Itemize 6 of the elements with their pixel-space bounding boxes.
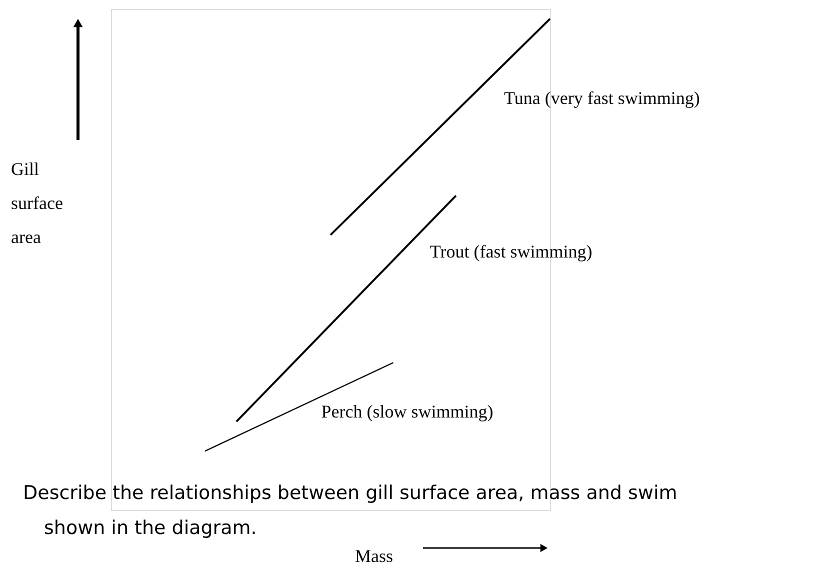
- y-axis-title: Gill surface area: [11, 159, 63, 247]
- x-axis-title: Mass: [355, 546, 394, 563]
- series-label: Tuna (very fast swimming): [504, 88, 700, 108]
- annotation: Describe the relationships between gill surface area, mass and swim shown in the diagram.: [23, 482, 678, 539]
- series-label: Perch (slow swimming): [321, 402, 494, 422]
- series-label: Trout (fast swimming): [430, 242, 592, 262]
